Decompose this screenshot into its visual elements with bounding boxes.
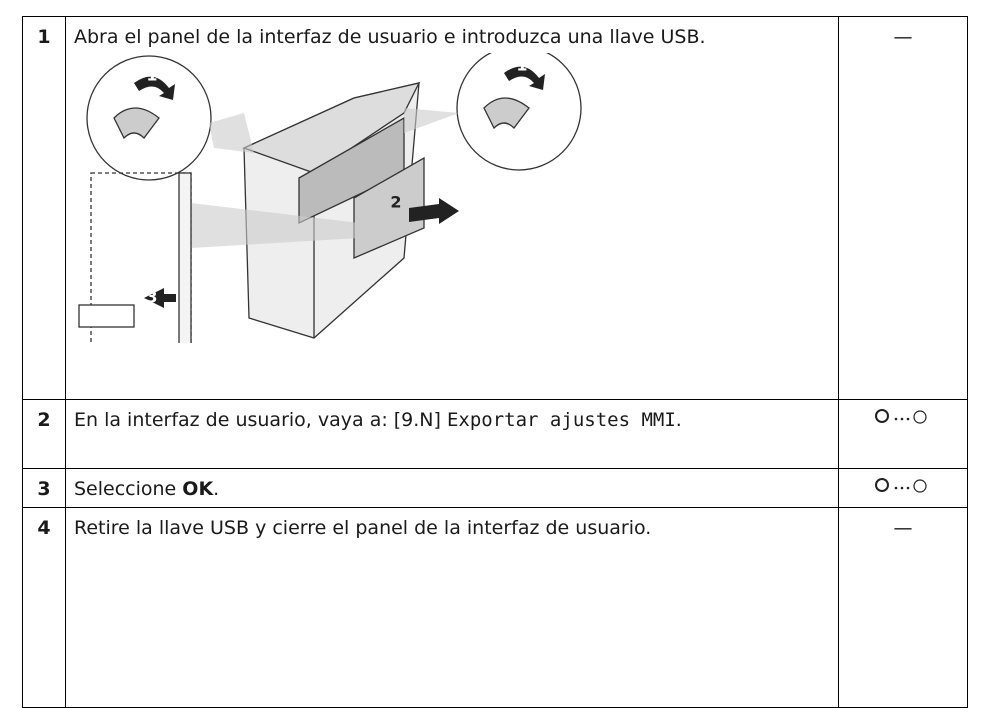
step-number: 3 (22, 468, 66, 508)
step-number: 1 (22, 16, 66, 400)
action: — (838, 507, 968, 708)
action: — (838, 16, 968, 400)
step-number: 2 (22, 399, 66, 469)
instruction: Seleccione (74, 478, 183, 500)
action (838, 468, 968, 508)
step-text: Abra el panel de la interfaz de usuario … (65, 16, 839, 400)
step-text: Retire la llave USB y cierre el panel de… (65, 507, 839, 708)
row: 1 Abra el panel de la interfaz de usuari… (22, 16, 968, 400)
instruction: . (675, 409, 682, 431)
callout: 1 (516, 56, 527, 75)
row: 3 Seleccione OK. (22, 468, 968, 508)
menu-path: Exportar ajustes MMI (446, 409, 676, 431)
step-number: 4 (22, 507, 66, 708)
callout: 1 (146, 66, 157, 85)
instruction: En la interfaz de usuario, vaya a: [9.N] (74, 409, 447, 431)
callout: 3 (146, 288, 157, 307)
button-name: OK (182, 478, 214, 500)
action (838, 399, 968, 469)
illustration: 1 1 2 3 (78, 53, 582, 343)
step-text: Seleccione OK. (65, 468, 839, 508)
instruction: . (213, 478, 220, 500)
row: 4 Retire la llave USB y cierre el panel … (22, 507, 968, 708)
steps-table: 1 Abra el panel de la interfaz de usuari… (22, 16, 968, 708)
dial-icon (875, 478, 927, 493)
row: 2 En la interfaz de usuario, vaya a: [9.… (22, 399, 968, 469)
instruction: Abra el panel de la interfaz de usuario … (74, 26, 706, 48)
callout: 2 (390, 193, 401, 212)
dial-icon (875, 409, 927, 424)
step-text: En la interfaz de usuario, vaya a: [9.N]… (65, 399, 839, 469)
